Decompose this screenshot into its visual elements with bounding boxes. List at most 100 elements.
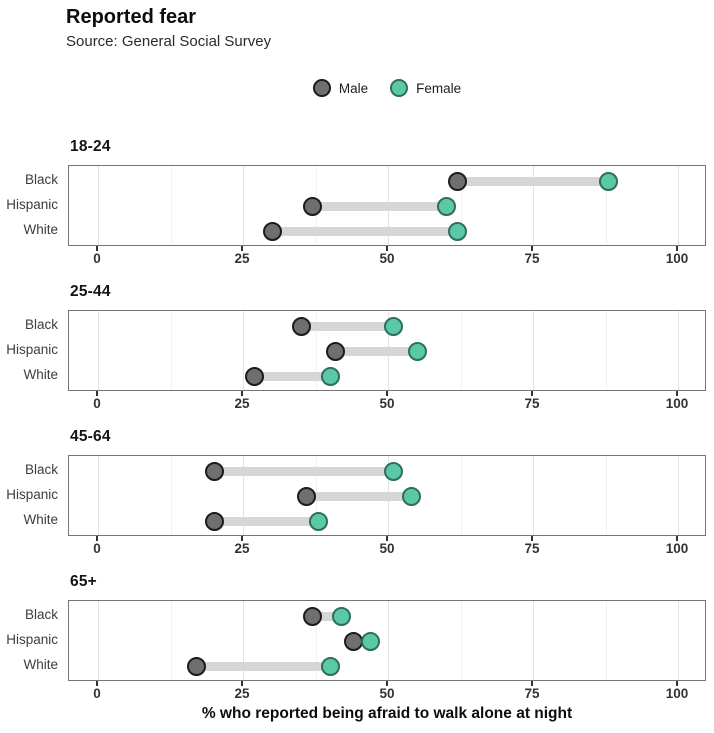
x-axis-tick-mark	[531, 246, 533, 251]
gridline-minor	[460, 166, 462, 245]
legend-male-dot-icon	[312, 79, 331, 97]
x-axis-tick-mark	[241, 246, 243, 251]
female-dot	[361, 631, 381, 651]
x-axis-tick-label: 25	[234, 541, 250, 556]
female-dot	[320, 366, 340, 386]
gridline-minor	[170, 166, 172, 245]
x-axis-tick-mark	[531, 391, 533, 396]
dumbbell-bar	[301, 321, 394, 331]
male-dot	[204, 511, 224, 531]
x-axis-title: % who reported being afraid to walk alon…	[201, 705, 573, 722]
gridline-major	[533, 456, 534, 535]
male-dot	[291, 316, 311, 336]
gridline-minor	[315, 311, 317, 390]
x-axis-tick-label: 0	[93, 251, 101, 266]
x-axis-tick-mark	[386, 536, 388, 541]
dumbbell-bar	[214, 466, 394, 476]
gridline-minor	[460, 456, 462, 535]
chart-title: Reported fear	[66, 6, 197, 28]
x-axis-tick-mark	[676, 391, 678, 396]
dumbbell-bar	[306, 491, 412, 501]
male-dot	[297, 486, 317, 506]
gridline-major	[243, 166, 244, 245]
plot-area	[68, 600, 706, 681]
gridline-minor	[170, 456, 172, 535]
chart-subtitle: Source: General Social Survey	[66, 33, 272, 50]
female-dot	[384, 461, 404, 481]
row-label: Hispanic	[6, 197, 58, 212]
gridline-major	[243, 311, 244, 390]
panel-header: 65+	[70, 573, 97, 590]
x-axis-tick-label: 100	[665, 541, 689, 556]
x-axis-tick-label: 100	[665, 396, 689, 411]
x-axis-tick-mark	[676, 536, 678, 541]
female-dot	[308, 511, 328, 531]
legend-female-label: Female	[416, 80, 462, 96]
gridline-major	[388, 601, 389, 680]
row-label: Black	[24, 607, 58, 622]
gridline-minor	[605, 311, 607, 390]
row-label: White	[23, 222, 58, 237]
gridline-major	[533, 601, 534, 680]
x-axis-tick-mark	[241, 391, 243, 396]
female-dot	[332, 606, 352, 626]
x-axis-tick-label: 50	[379, 541, 395, 556]
dumbbell-bar	[254, 371, 330, 381]
row-label: Hispanic	[6, 487, 58, 502]
x-axis-tick-label: 0	[93, 541, 101, 556]
gridline-minor	[460, 601, 462, 680]
panel-25-44: 25-44 Black Hispanic White 0 25 50 75 100	[0, 281, 714, 421]
x-axis-tick-mark	[531, 536, 533, 541]
row-label: White	[23, 512, 58, 527]
x-axis-tick-label: 100	[665, 686, 689, 701]
dumbbell-bar	[214, 516, 319, 526]
x-axis-tick-label: 75	[524, 396, 540, 411]
legend-male-label: Male	[338, 80, 369, 96]
female-dot	[436, 196, 456, 216]
x-axis-tick-mark	[96, 681, 98, 686]
row-label: White	[23, 657, 58, 672]
x-axis-tick-label: 75	[524, 251, 540, 266]
female-dot	[407, 341, 427, 361]
gridline-major	[533, 166, 534, 245]
gridline-major	[678, 456, 679, 535]
x-axis-tick-label: 0	[93, 686, 101, 701]
x-axis-tick-label: 25	[234, 396, 250, 411]
plot-area	[68, 455, 706, 536]
gridline-major	[678, 166, 679, 245]
x-axis-tick-mark	[386, 246, 388, 251]
x-axis-tick-mark	[96, 246, 98, 251]
x-axis-tick-mark	[676, 246, 678, 251]
gridline-major	[678, 601, 679, 680]
row-label: White	[23, 367, 58, 382]
female-dot	[384, 316, 404, 336]
gridline-major	[98, 166, 99, 245]
x-axis-tick-mark	[96, 536, 98, 541]
male-dot	[262, 221, 282, 241]
x-axis-tick-label: 25	[234, 686, 250, 701]
x-axis-tick-label: 50	[379, 251, 395, 266]
panel-header: 18-24	[70, 138, 111, 155]
legend: Male Female	[68, 79, 706, 97]
male-dot	[245, 366, 265, 386]
x-axis-tick-label: 75	[524, 541, 540, 556]
x-axis-tick-label: 100	[665, 251, 689, 266]
male-dot	[204, 461, 224, 481]
dumbbell-bar	[312, 201, 446, 211]
gridline-major	[243, 456, 244, 535]
gridline-major	[98, 456, 99, 535]
row-label: Hispanic	[6, 632, 58, 647]
gridline-minor	[315, 601, 317, 680]
row-label: Black	[24, 172, 58, 187]
female-dot	[448, 221, 468, 241]
gridline-minor	[605, 601, 607, 680]
row-label: Black	[24, 462, 58, 477]
gridline-major	[678, 311, 679, 390]
row-label: Black	[24, 317, 58, 332]
dumbbell-bar	[196, 661, 330, 671]
panel-18-24: 18-24 Black Hispanic White 0 25 50 75 100	[0, 136, 714, 276]
x-axis-tick-label: 75	[524, 686, 540, 701]
male-dot	[187, 656, 207, 676]
x-axis-tick-mark	[386, 681, 388, 686]
male-dot	[343, 631, 363, 651]
